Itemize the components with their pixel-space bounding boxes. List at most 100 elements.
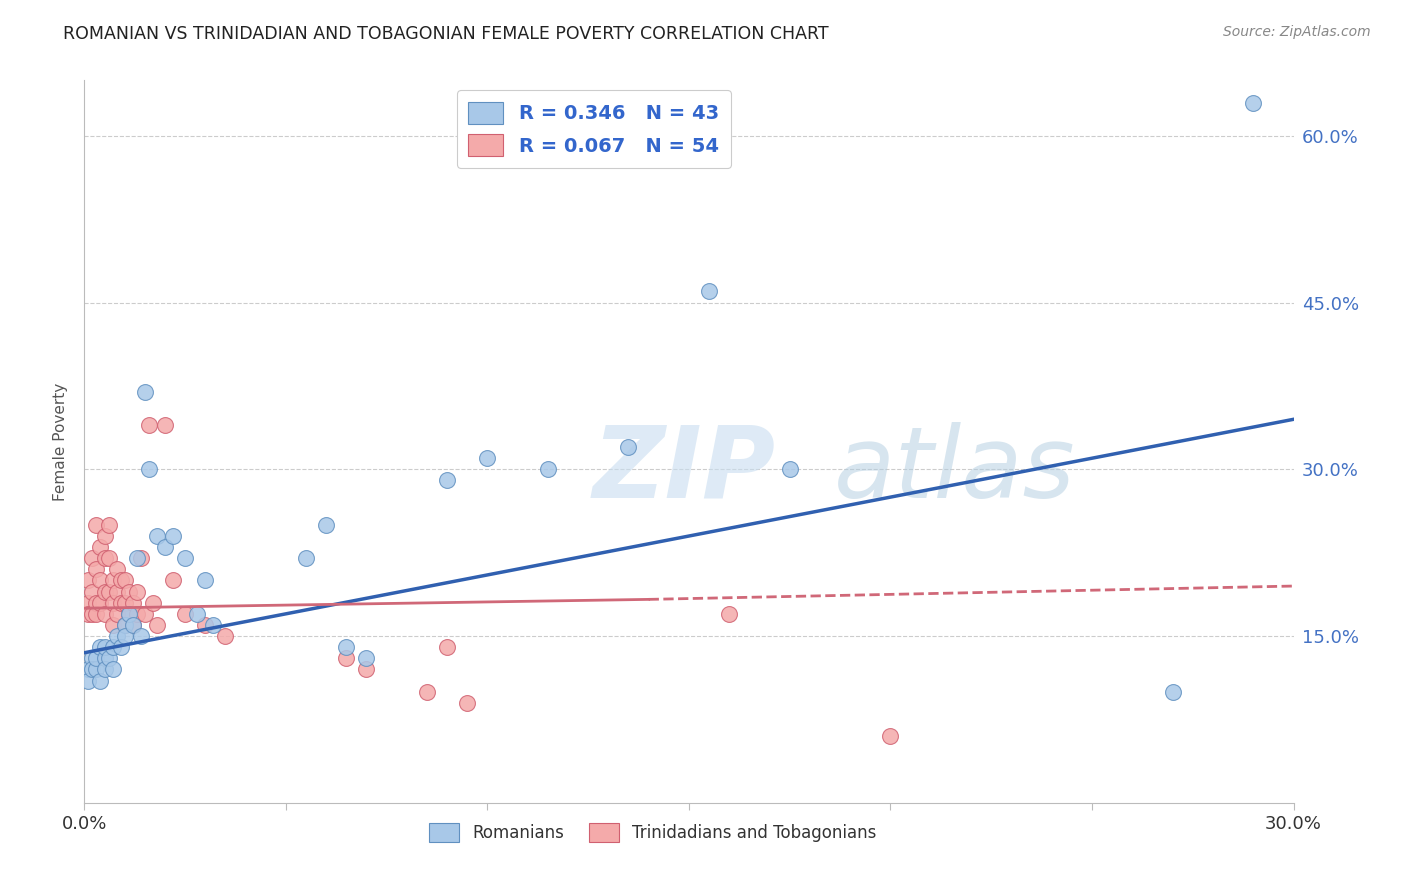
Point (146, 529, 169, 543)
Text: atlas: atlas (834, 422, 1076, 519)
Point (86, 662, 108, 676)
Point (82, 551, 104, 566)
Point (214, 629, 236, 643)
Point (142, 596, 165, 610)
Point (101, 618, 124, 632)
Point (436, 474, 458, 488)
Point (114, 618, 136, 632)
Point (134, 384, 156, 399)
Point (335, 651, 357, 665)
Point (146, 618, 169, 632)
Point (125, 607, 148, 621)
Point (114, 596, 136, 610)
Point (89, 596, 111, 610)
Point (129, 629, 152, 643)
Point (105, 562, 128, 576)
Point (97, 551, 120, 566)
Point (1161, 684, 1184, 698)
Point (105, 629, 128, 643)
Point (114, 574, 136, 588)
Point (89, 574, 111, 588)
Point (162, 574, 184, 588)
Text: Source: ZipAtlas.com: Source: ZipAtlas.com (1223, 25, 1371, 39)
Point (194, 574, 217, 588)
Point (718, 607, 741, 621)
Point (118, 607, 141, 621)
Point (110, 574, 132, 588)
Point (86, 651, 108, 665)
Point (153, 417, 176, 432)
Point (697, 285, 720, 299)
Point (138, 462, 160, 476)
Text: ROMANIAN VS TRINIDADIAN AND TOBAGONIAN FEMALE POVERTY CORRELATION CHART: ROMANIAN VS TRINIDADIAN AND TOBAGONIAN F… (63, 25, 830, 43)
Point (118, 607, 141, 621)
Point (97, 584, 120, 599)
Point (101, 640, 124, 655)
Point (89, 540, 111, 554)
Point (93, 584, 115, 599)
Point (93, 529, 115, 543)
Point (335, 640, 357, 655)
Point (153, 540, 176, 554)
Legend: Romanians, Trinidadians and Tobagonians: Romanians, Trinidadians and Tobagonians (422, 816, 883, 848)
Point (77, 596, 100, 610)
Point (97, 517, 120, 532)
Point (93, 651, 115, 665)
Point (82, 584, 104, 599)
Point (82, 662, 104, 676)
Point (356, 662, 378, 676)
Point (174, 551, 197, 566)
Point (1241, 95, 1264, 110)
Point (105, 584, 128, 599)
Point (101, 662, 124, 676)
Point (86, 517, 108, 532)
Point (105, 607, 128, 621)
Point (356, 651, 378, 665)
Point (202, 618, 225, 632)
Point (110, 640, 132, 655)
Point (77, 662, 100, 676)
Point (121, 618, 143, 632)
Point (456, 696, 478, 710)
Point (77, 673, 100, 688)
Point (86, 562, 108, 576)
Point (93, 607, 115, 621)
Point (779, 462, 801, 476)
Point (129, 551, 152, 566)
Point (125, 584, 148, 599)
Point (162, 529, 184, 543)
Point (879, 729, 901, 743)
Point (114, 629, 136, 643)
Point (93, 551, 115, 566)
Point (121, 596, 143, 610)
Point (174, 607, 197, 621)
Point (86, 596, 108, 610)
Point (315, 517, 337, 532)
Point (82, 607, 104, 621)
Point (617, 440, 640, 454)
Point (110, 596, 132, 610)
Point (436, 640, 458, 655)
Text: ZIP: ZIP (592, 422, 775, 519)
Point (537, 462, 560, 476)
Point (86, 607, 108, 621)
Point (125, 551, 148, 566)
Y-axis label: Female Poverty: Female Poverty (53, 383, 69, 500)
Point (477, 451, 499, 466)
Point (194, 618, 217, 632)
Point (134, 607, 156, 621)
Point (295, 551, 318, 566)
Point (101, 596, 124, 610)
Point (77, 574, 100, 588)
Point (138, 417, 160, 432)
Point (186, 607, 208, 621)
Point (93, 662, 115, 676)
Point (416, 684, 439, 698)
Point (89, 640, 111, 655)
Point (89, 673, 111, 688)
Point (121, 618, 143, 632)
Point (77, 607, 100, 621)
Point (101, 574, 124, 588)
Point (82, 651, 104, 665)
Point (97, 651, 120, 665)
